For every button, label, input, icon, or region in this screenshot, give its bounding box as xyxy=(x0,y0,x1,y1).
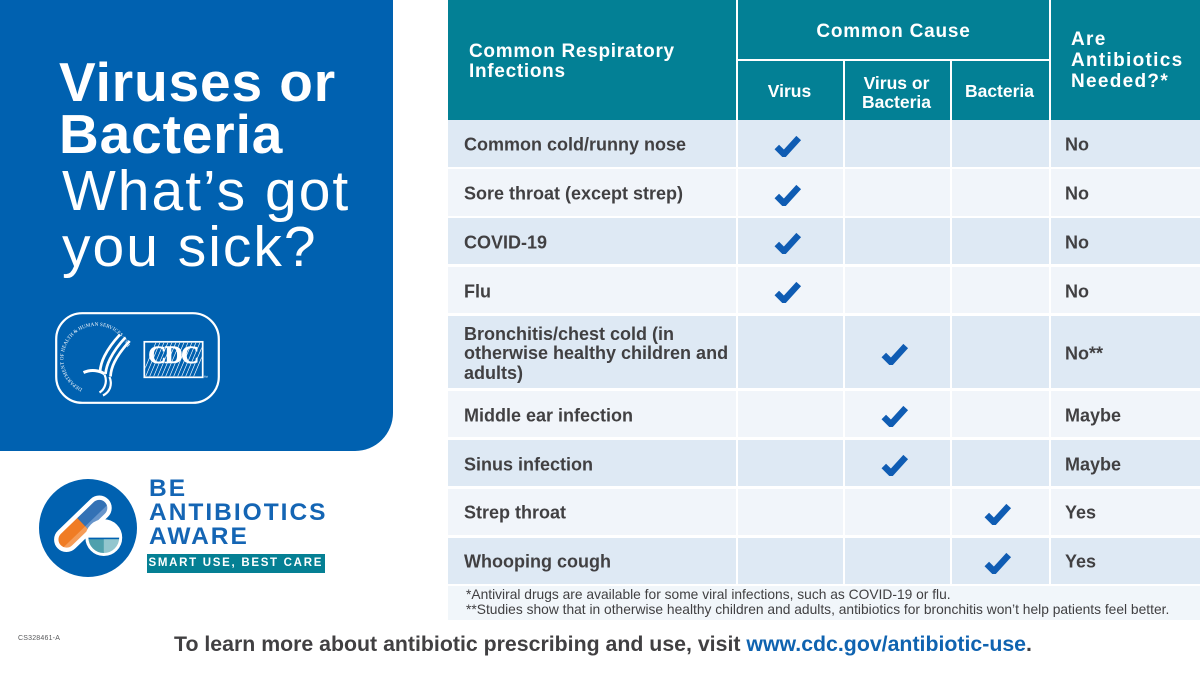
svg-text:DEPARTMENT OF HEALTH & HUMAN S: DEPARTMENT OF HEALTH & HUMAN SERVICES·US… xyxy=(59,322,131,393)
svg-text:CDC: CDC xyxy=(148,342,199,369)
svg-text:™: ™ xyxy=(204,375,209,380)
